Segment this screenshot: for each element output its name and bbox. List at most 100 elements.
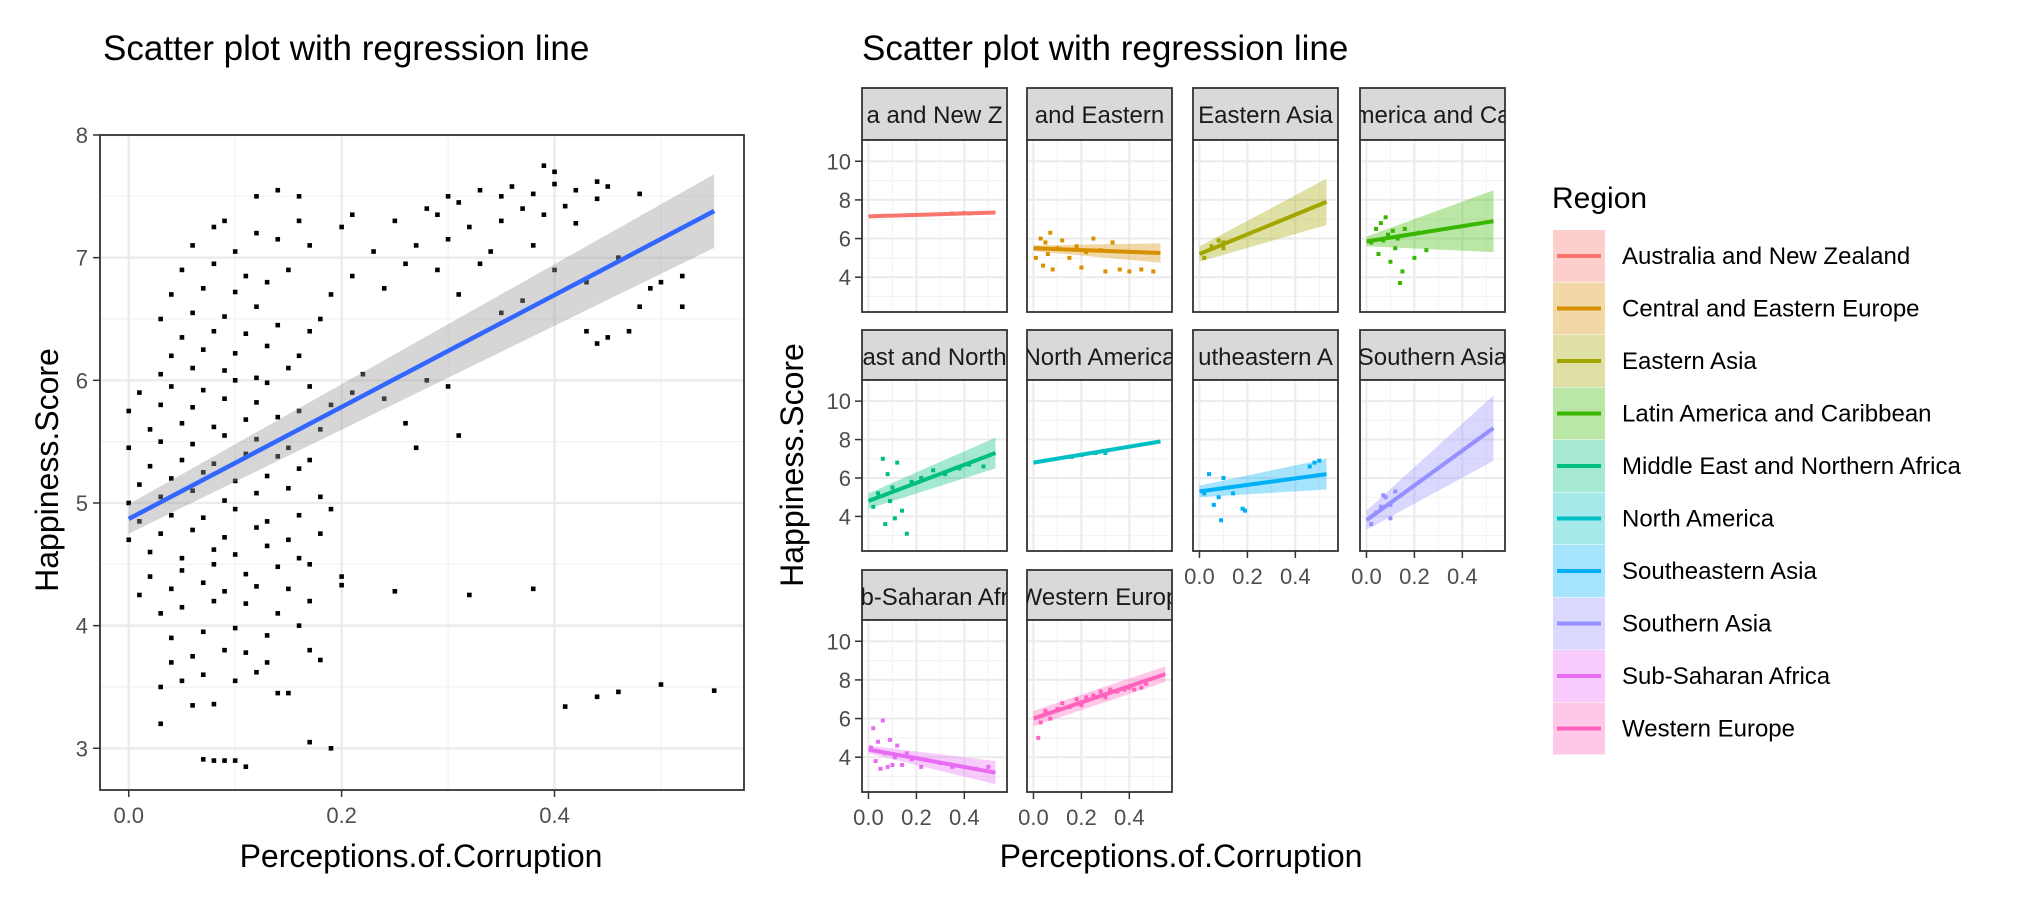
facet-panel-border [861,139,1008,313]
facet-y-tick-label: 10 [827,389,851,414]
left-plot: 0.0 0.2 0.4 3 4 5 6 7 8 [76,123,745,828]
data-point [158,721,163,727]
facet-data-point [1231,491,1236,496]
data-point [147,549,153,555]
data-point [296,218,302,224]
left-y-tick-label: 5 [76,491,88,516]
facet-data-point [1400,269,1405,274]
data-point [318,531,323,536]
left-y-tick-label: 8 [76,123,88,148]
data-point [232,552,238,557]
facet-data-point [1074,697,1079,702]
data-point [424,206,430,211]
facet-data-point [880,456,885,461]
facet-data-point [1393,246,1398,251]
facet-data-point [1202,491,1207,496]
legend-label: Central and Eastern Europe [1622,296,1920,323]
facet-data-point [1221,246,1226,251]
data-point [264,519,270,524]
facet-data-point [1043,240,1048,245]
legend-label: Latin America and Caribbean [1622,401,1932,428]
legend: Australia and New Zealand Central and Eas… [1553,230,1961,755]
data-point [169,292,174,297]
data-point [243,451,249,457]
facet-data-point [890,485,895,490]
right-plot-title: Scatter plot with regression line [862,29,1348,68]
facet-panel-background [1360,140,1505,312]
data-point [318,494,323,500]
data-point [200,757,206,762]
regression-line [127,209,716,521]
facet-data-point [1045,252,1050,257]
facet-regression-line [1033,246,1161,256]
data-point [307,598,312,604]
facet-data-point [1388,259,1393,264]
data-point [254,525,259,530]
left-x-tick-label: 0.4 [539,803,570,828]
facet-regression-line [1033,439,1161,465]
data-point [573,187,579,193]
data-point [605,335,611,340]
data-point [275,690,281,696]
facet-data-point [900,762,905,767]
facet-data-point [1110,240,1115,245]
facet-regression-line [868,747,996,775]
left-x-tick-label: 0.0 [113,803,144,828]
data-point [594,694,600,700]
data-point [296,194,302,199]
facet-data-point [1033,255,1038,260]
facet-data-point [1202,255,1207,260]
facet-x-tick-label: 0.4 [1280,564,1311,589]
data-point [328,292,334,297]
facet-data-point [1378,504,1383,509]
data-point [254,669,259,675]
data-point [211,224,217,230]
data-point [211,562,217,567]
facet-data-point [1132,687,1137,692]
facet-strip [1026,569,1173,621]
data-point [296,512,302,518]
data-point [264,473,270,479]
data-point [264,633,270,638]
legend-label: Southern Asia [1622,611,1772,638]
data-point [169,660,174,665]
data-point [605,184,611,189]
facet-data-point [1390,228,1395,233]
facet-data-point [1038,236,1043,241]
legend-item: Southeastern Asia [1553,545,1817,597]
facet-data-point [885,472,890,477]
facet-panel: b-Saharan Afr [861,569,1008,793]
facet-data-point [1211,502,1216,507]
facet-data-point [981,464,986,469]
data-point [232,758,238,763]
data-point [318,316,323,322]
facet-data-point [1041,263,1046,268]
left-y-tick-label: 6 [76,368,88,393]
data-point [594,179,600,184]
data-point [520,298,525,303]
data-point [200,470,206,475]
facet-data-point [904,531,909,536]
data-point [296,623,302,628]
data-point [222,758,227,763]
data-point [392,588,398,594]
facet-y-tick-label: 6 [839,466,851,491]
facet-x-tick-label: 0.4 [1447,564,1478,589]
facet-data-point [1216,495,1221,500]
data-point [222,647,227,653]
facet-x-tick-label: 0.0 [1018,805,1049,830]
facet-data-point [1378,221,1383,226]
facet-data-point [1084,695,1089,700]
facet-data-point [1386,232,1391,237]
facet-data-point [1398,281,1403,286]
facet-data-point [1060,701,1065,706]
facet-data-point [1036,735,1041,740]
facet-data-point [890,762,895,767]
data-point [169,586,174,592]
facet-regression-line [1032,672,1166,721]
data-point [254,194,259,199]
data-point [530,191,536,197]
data-point [339,582,344,588]
data-point [456,200,462,205]
data-point [232,378,238,383]
